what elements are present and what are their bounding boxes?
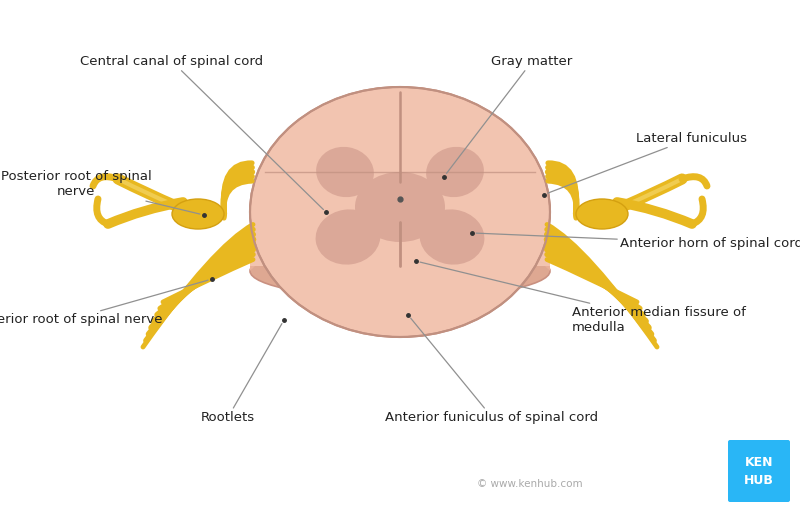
Text: © www.kenhub.com: © www.kenhub.com xyxy=(477,479,583,489)
Text: Anterior root of spinal nerve: Anterior root of spinal nerve xyxy=(0,280,208,327)
Ellipse shape xyxy=(419,209,485,265)
Text: Anterior horn of spinal cord: Anterior horn of spinal cord xyxy=(476,233,800,250)
Ellipse shape xyxy=(315,209,381,265)
FancyBboxPatch shape xyxy=(728,440,790,502)
Polygon shape xyxy=(250,212,550,266)
Text: Anterior median fissure of
medulla: Anterior median fissure of medulla xyxy=(420,262,746,334)
Text: Posterior root of spinal
nerve: Posterior root of spinal nerve xyxy=(1,170,200,214)
Text: Lateral funiculus: Lateral funiculus xyxy=(548,132,747,193)
Text: Gray matter: Gray matter xyxy=(446,55,573,174)
Ellipse shape xyxy=(316,147,374,197)
Ellipse shape xyxy=(172,199,224,229)
Text: Central canal of spinal cord: Central canal of spinal cord xyxy=(81,55,323,209)
Polygon shape xyxy=(540,202,550,271)
Text: Rootlets: Rootlets xyxy=(201,324,282,424)
Ellipse shape xyxy=(426,147,484,197)
Text: Anterior funiculus of spinal cord: Anterior funiculus of spinal cord xyxy=(386,318,598,424)
Ellipse shape xyxy=(576,199,628,229)
Ellipse shape xyxy=(250,244,550,298)
Ellipse shape xyxy=(355,172,445,242)
Polygon shape xyxy=(250,202,260,271)
Text: KEN
HUB: KEN HUB xyxy=(744,456,774,486)
Ellipse shape xyxy=(250,87,550,337)
